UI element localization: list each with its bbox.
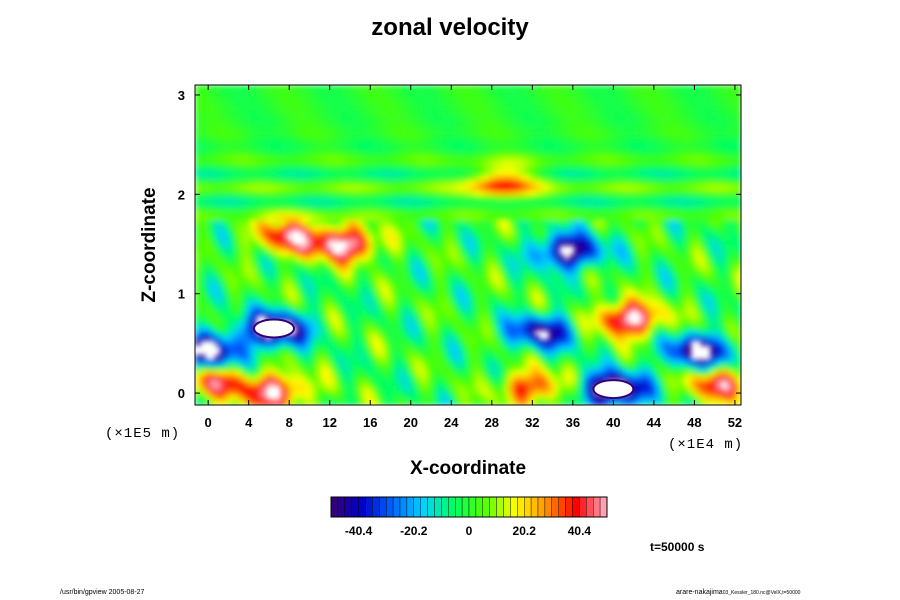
x-tick-label: 40 xyxy=(606,415,620,430)
colorbar-swatch xyxy=(517,496,525,518)
footer-right-name: arare-nakajima xyxy=(676,589,723,596)
colorbar-swatch xyxy=(565,496,573,518)
colorbar-swatch xyxy=(413,496,421,518)
colorbar-swatch xyxy=(372,496,380,518)
colorbar-swatch xyxy=(558,496,566,518)
colorbar-swatch xyxy=(489,496,497,518)
colorbar-tick-label: 40.4 xyxy=(568,524,592,538)
colorbar-swatch xyxy=(537,496,546,518)
colorbar-swatch xyxy=(358,496,366,518)
colorbar-frame xyxy=(330,496,608,518)
colorbar-swatch xyxy=(455,496,463,518)
time-label: t=50000 s xyxy=(650,540,705,554)
colorbar-swatch xyxy=(524,496,532,518)
colorbar-tick-label: -40.4 xyxy=(345,524,373,538)
colorbar-swatch xyxy=(434,496,442,518)
x-axis-label: X-coordinate xyxy=(409,458,527,479)
saturated-core xyxy=(592,379,635,400)
colorbar-swatch xyxy=(586,496,594,518)
colorbar-swatch xyxy=(392,496,401,518)
x-tick-label: 48 xyxy=(687,415,701,430)
colorbar-swatch xyxy=(599,496,608,518)
x-tick-label: 52 xyxy=(728,415,742,430)
x-tick-label: 32 xyxy=(525,415,539,430)
x-tick-label: 20 xyxy=(404,415,418,430)
colorbar-swatch xyxy=(544,496,553,518)
colorbar-swatch xyxy=(351,496,359,518)
colorbar-swatch xyxy=(448,496,456,518)
colorbar-swatch xyxy=(441,496,449,518)
colorbar-swatch xyxy=(427,496,435,518)
heatmap-field xyxy=(195,85,741,405)
colorbar-tick-label: 0 xyxy=(466,524,473,538)
colorbar-swatch xyxy=(330,496,339,518)
x-scale-note: (×1E4 m) xyxy=(668,437,744,453)
colorbar-swatch xyxy=(379,496,387,518)
x-tick-label: 8 xyxy=(286,415,293,430)
colorbar-swatch xyxy=(510,496,518,518)
x-tick-label: 44 xyxy=(647,415,662,430)
colorbar-swatch xyxy=(461,496,470,518)
y-tick-label: 3 xyxy=(178,88,185,103)
footer-right: arare-nakajima03_Kessler_180.nc@VelX,t=5… xyxy=(676,589,800,596)
colorbar-swatch xyxy=(482,496,490,518)
y-tick-label: 2 xyxy=(178,187,185,202)
footer-left: /usr/bin/gpview 2005-08-27 xyxy=(60,589,145,596)
y-tick-label: 1 xyxy=(178,287,185,302)
y-axis: 0 1 2 3 xyxy=(178,88,741,401)
colorbar-tick-label: -20.2 xyxy=(400,524,428,538)
colorbar-swatch xyxy=(593,496,601,518)
colorbar-swatch xyxy=(579,496,587,518)
y-scale-note: (×1E5 m) xyxy=(105,426,181,442)
y-tick-label: 0 xyxy=(178,386,185,401)
colorbar-swatch xyxy=(496,496,504,518)
saturated-core xyxy=(253,318,296,339)
plot-frame xyxy=(194,84,742,406)
colorbar-swatch xyxy=(365,496,373,518)
colorbar-tick-label: 20.2 xyxy=(513,524,537,538)
colorbar-swatch xyxy=(475,496,483,518)
colorbar-swatch xyxy=(468,496,477,518)
x-tick-label: 4 xyxy=(245,415,253,430)
footer-right-file: 03_Kessler_180.nc@VelX,t=50000 xyxy=(722,590,801,596)
x-tick-label: 24 xyxy=(444,415,459,430)
y-axis-label: Z-coordinate xyxy=(139,187,160,303)
colorbar-swatch xyxy=(420,496,428,518)
x-tick-label: 28 xyxy=(485,415,499,430)
field-cores xyxy=(253,318,635,400)
x-tick-label: 36 xyxy=(566,415,580,430)
colorbar-swatch xyxy=(337,496,345,518)
x-tick-label: 16 xyxy=(363,415,377,430)
colorbar-swatch xyxy=(572,496,580,518)
colorbar: -40.4 -20.2 0 20.2 40.4 xyxy=(330,496,608,538)
colorbar-swatch xyxy=(530,496,539,518)
x-axis: 0 4 8 12 16 20 24 28 32 36 40 44 48 52 xyxy=(205,85,742,430)
colorbar-swatch xyxy=(503,496,511,518)
colorbar-swatch xyxy=(386,496,394,518)
chart-title: zonal velocity xyxy=(371,14,529,41)
field-cells xyxy=(195,85,741,405)
colorbar-swatch xyxy=(551,496,559,518)
colorbar-swatch xyxy=(344,496,352,518)
x-tick-label: 12 xyxy=(322,415,336,430)
colorbar-swatch xyxy=(406,496,414,518)
x-tick-label: 0 xyxy=(205,415,212,430)
colorbar-swatch xyxy=(399,496,408,518)
